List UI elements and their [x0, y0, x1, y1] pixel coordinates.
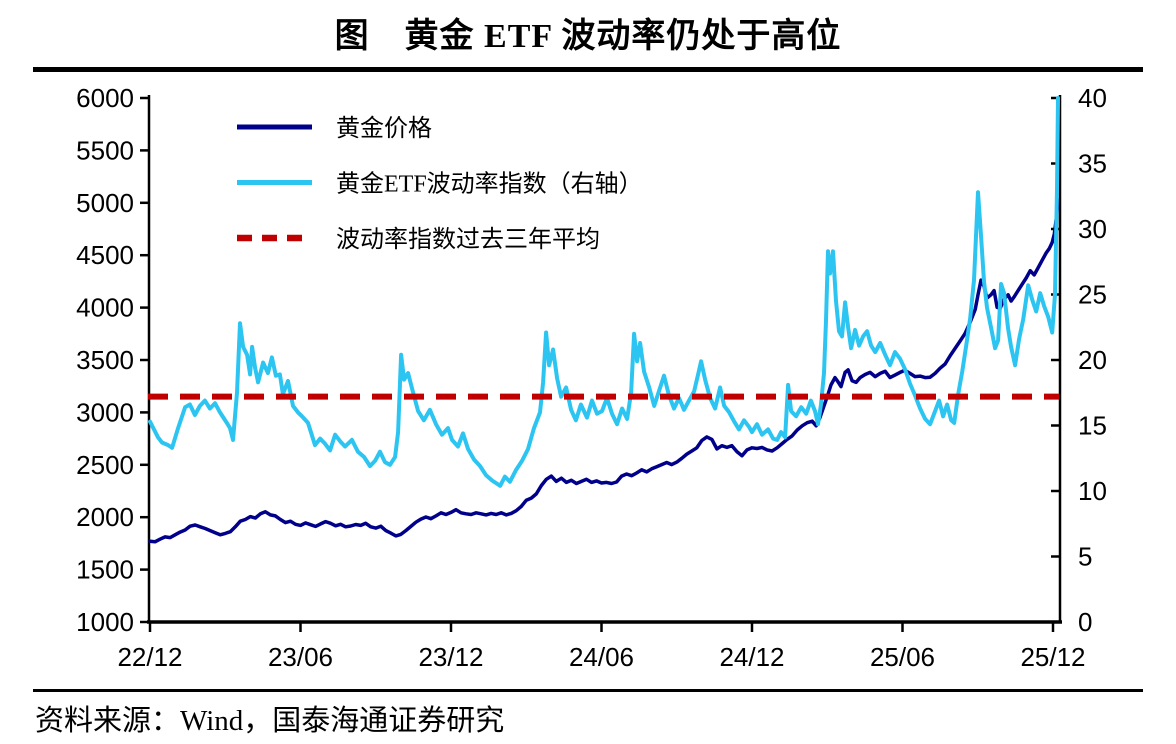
- x-axis-tick-label: 25/06: [870, 642, 935, 672]
- left-axis-tick-label: 4500: [76, 240, 134, 270]
- left-axis-tick-label: 3500: [76, 345, 134, 375]
- left-axis-tick-label: 5000: [76, 188, 134, 218]
- x-axis-tick-label: 25/12: [1020, 642, 1085, 672]
- x-axis-tick-label: 24/12: [719, 642, 784, 672]
- chart-title: 图 黄金 ETF 波动率仍处于高位: [334, 18, 842, 55]
- series-gold-price-line: [148, 198, 1060, 544]
- x-axis-tick-label: 23/12: [418, 642, 483, 672]
- data-source-note: 资料来源：Wind，国泰海通证券研究: [35, 705, 505, 737]
- title-divider-rule: [33, 67, 1143, 72]
- right-axis-tick-label: 20: [1078, 345, 1107, 375]
- x-axis-tick-label: 24/06: [569, 642, 634, 672]
- footer-divider-rule: [33, 689, 1143, 692]
- x-axis-tick-label: 23/06: [268, 642, 333, 672]
- right-axis-tick-label: 5: [1078, 542, 1092, 572]
- left-axis-tick-label: 4000: [76, 293, 134, 323]
- left-axis-tick-label: 2500: [76, 450, 134, 480]
- x-axis-tick-label: 22/12: [117, 642, 182, 672]
- left-axis-tick-label: 1500: [76, 555, 134, 585]
- right-axis-tick-label: 10: [1078, 476, 1107, 506]
- left-axis-tick-label: 5500: [76, 135, 134, 165]
- left-axis-tick-label: 1000: [76, 607, 134, 637]
- right-axis-tick-label: 15: [1078, 411, 1107, 441]
- left-axis-tick-label: 3000: [76, 397, 134, 427]
- right-axis-tick-label: 0: [1078, 607, 1092, 637]
- series-etf-vol-line: [148, 96, 1060, 488]
- legend-label: 波动率指数过去三年平均: [336, 226, 600, 253]
- left-axis-tick-label: 2000: [76, 502, 134, 532]
- legend-label: 黄金价格: [336, 115, 432, 142]
- right-axis-tick-label: 40: [1078, 83, 1107, 113]
- left-axis-tick-label: 6000: [76, 83, 134, 113]
- right-axis-tick-label: 30: [1078, 214, 1107, 244]
- right-axis-tick-label: 25: [1078, 280, 1107, 310]
- axes: [140, 95, 1062, 632]
- legend-label: 黄金ETF波动率指数（右轴）: [336, 171, 643, 198]
- right-axis-tick-label: 35: [1078, 149, 1107, 179]
